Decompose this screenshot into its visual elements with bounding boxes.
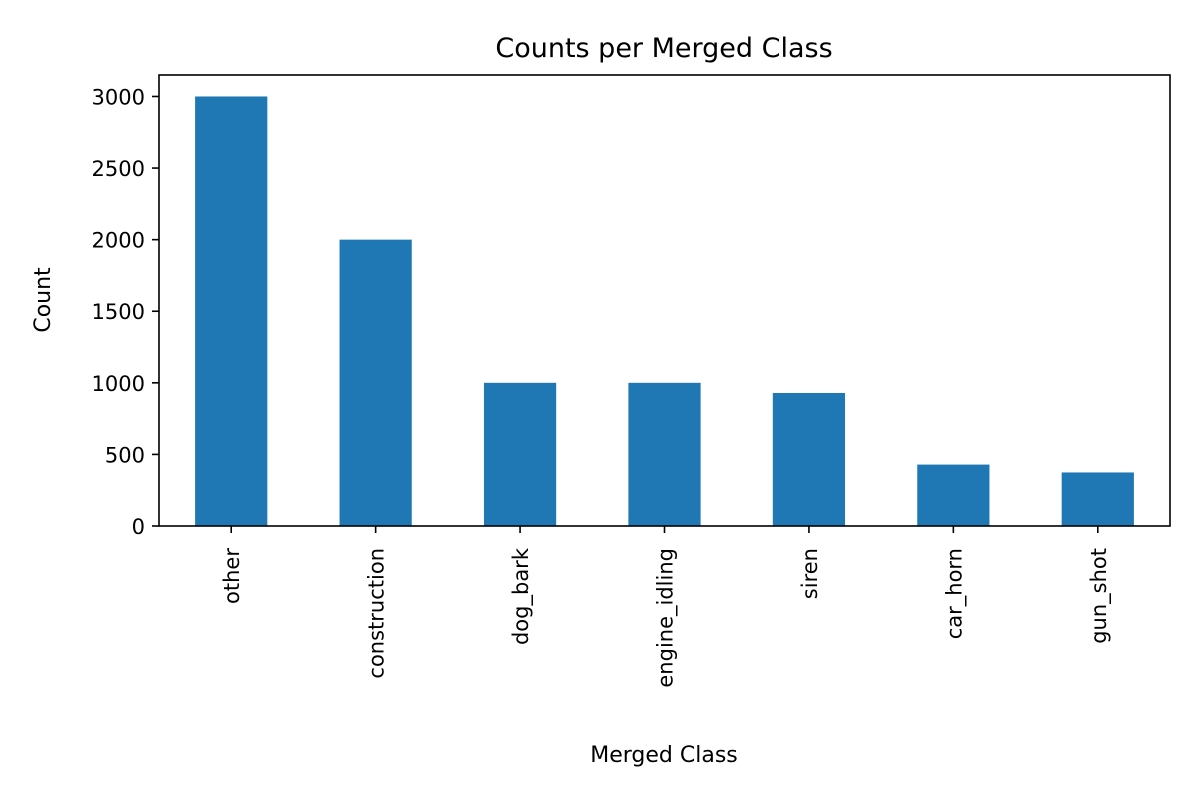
x-axis-ticks: other construction dog_bark engine_idling si…: [220, 526, 1112, 688]
bar-engine_idling: [628, 382, 701, 526]
bar-siren: [772, 392, 846, 526]
bar-dog_bark: [483, 382, 557, 526]
x-tick-label: car_horn: [942, 548, 967, 639]
bar-construction: [339, 239, 412, 526]
y-tick-label: 2500: [92, 157, 145, 181]
bar-other: [195, 96, 268, 526]
bar-gun_shot: [1061, 472, 1134, 526]
y-tick-label: 500: [105, 443, 145, 467]
plot-frame: [158, 74, 1171, 527]
x-axis-label: Merged Class: [590, 743, 738, 768]
bars-group: [195, 96, 1134, 526]
x-tick-label: engine_idling: [654, 548, 679, 688]
x-tick-label: construction: [365, 548, 389, 679]
x-tick-label: siren: [798, 548, 822, 599]
y-tick-label: 3000: [92, 85, 145, 109]
bar-car_horn: [917, 464, 990, 526]
y-tick-label: 1000: [92, 372, 145, 396]
y-tick-label: 1500: [92, 300, 145, 324]
x-tick-label: other: [220, 548, 244, 604]
x-tick-label: dog_bark: [509, 547, 534, 645]
x-tick-label: gun_shot: [1087, 548, 1112, 644]
y-axis-ticks: 0 500 1000 1500 2000 2500 3000: [92, 85, 159, 539]
y-tick-label: 2000: [92, 229, 145, 253]
y-axis-label: Count: [31, 267, 56, 333]
y-tick-label: 0: [132, 515, 145, 539]
chart-title: Counts per Merged Class: [495, 33, 832, 64]
